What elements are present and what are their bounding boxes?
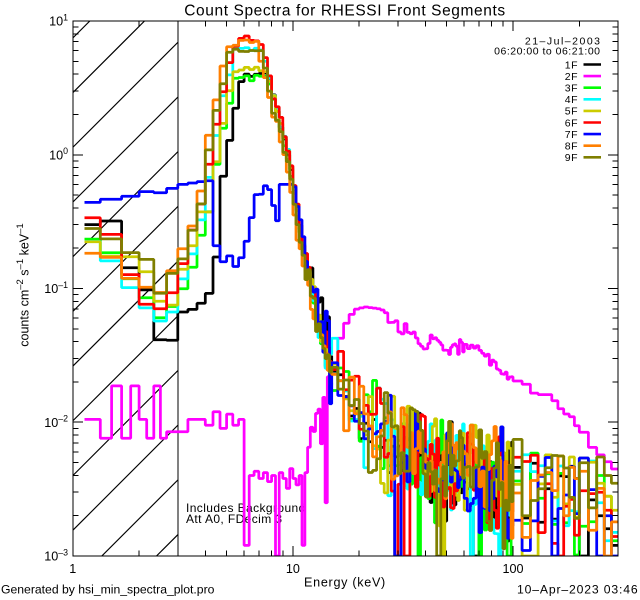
svg-text:1: 1	[69, 562, 76, 576]
svg-text:Generated by hsi_min_spectra_p: Generated by hsi_min_spectra_plot.pro	[1, 583, 215, 597]
svg-text:6F: 6F	[565, 117, 578, 129]
svg-text:100: 100	[502, 562, 523, 576]
svg-text:counts cm–2 s–1 keV–1: counts cm–2 s–1 keV–1	[15, 223, 32, 346]
svg-text:10–Apr–2023 03:46: 10–Apr–2023 03:46	[517, 583, 639, 597]
svg-text:2F: 2F	[565, 71, 578, 83]
svg-text:06:20:00 to 06:21:00: 06:20:00 to 06:21:00	[494, 45, 600, 57]
svg-text:4F: 4F	[565, 94, 578, 106]
svg-text:8F: 8F	[565, 141, 578, 153]
svg-text:1F: 1F	[565, 59, 578, 71]
svg-text:Att A0, FDecim 3: Att A0, FDecim 3	[186, 512, 282, 526]
svg-text:3F: 3F	[565, 83, 578, 95]
svg-text:10: 10	[286, 562, 300, 576]
svg-text:Count Spectra for RHESSI Front: Count Spectra for RHESSI Front Segments	[184, 3, 505, 20]
svg-text:21–Jul–2003: 21–Jul–2003	[525, 36, 602, 48]
svg-text:Energy (keV): Energy (keV)	[304, 576, 386, 590]
svg-text:7F: 7F	[565, 129, 578, 141]
svg-text:5F: 5F	[565, 106, 578, 118]
svg-text:9F: 9F	[565, 152, 578, 164]
